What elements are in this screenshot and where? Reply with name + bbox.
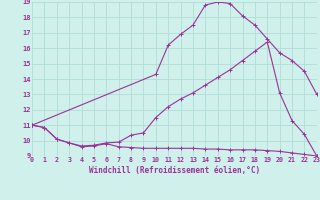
X-axis label: Windchill (Refroidissement éolien,°C): Windchill (Refroidissement éolien,°C)	[89, 166, 260, 175]
